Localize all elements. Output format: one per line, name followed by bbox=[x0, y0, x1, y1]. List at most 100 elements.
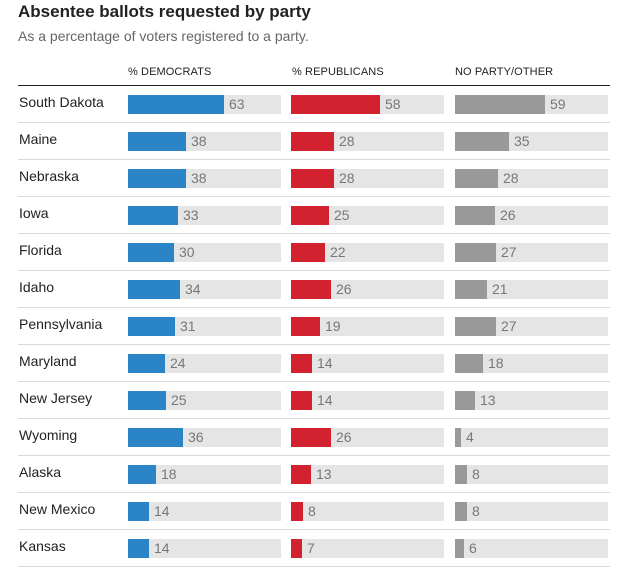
state-label: Alaska bbox=[19, 464, 62, 480]
value-label-rep: 14 bbox=[317, 355, 333, 371]
bar-track-rep: 13 bbox=[291, 465, 444, 484]
bar-track-oth: 18 bbox=[455, 354, 608, 373]
table-row: Wyoming 36 26 4 bbox=[18, 419, 610, 456]
bar-track-oth: 4 bbox=[455, 428, 608, 447]
row-divider bbox=[18, 418, 610, 419]
table-row: New Mexico 14 8 8 bbox=[18, 493, 610, 530]
value-label-oth: 35 bbox=[514, 133, 530, 149]
value-label-dem: 38 bbox=[191, 170, 207, 186]
bar-track-oth: 26 bbox=[455, 206, 608, 225]
bar-rep bbox=[291, 169, 334, 188]
value-label-dem: 63 bbox=[229, 96, 245, 112]
bar-dem bbox=[128, 465, 156, 484]
bar-rep bbox=[291, 428, 331, 447]
state-label: New Jersey bbox=[19, 390, 93, 406]
bar-oth bbox=[455, 354, 483, 373]
bar-track-rep: 25 bbox=[291, 206, 444, 225]
value-label-dem: 18 bbox=[161, 466, 177, 482]
value-label-dem: 25 bbox=[171, 392, 187, 408]
bar-track-rep: 19 bbox=[291, 317, 444, 336]
value-label-oth: 28 bbox=[503, 170, 519, 186]
bar-track-rep: 28 bbox=[291, 132, 444, 151]
bar-track-rep: 8 bbox=[291, 502, 444, 521]
value-label-rep: 14 bbox=[317, 392, 333, 408]
table-row: Iowa 33 25 26 bbox=[18, 197, 610, 234]
bar-track-oth: 8 bbox=[455, 502, 608, 521]
bar-dem bbox=[128, 354, 165, 373]
bar-track-rep: 26 bbox=[291, 428, 444, 447]
bar-dem bbox=[128, 428, 183, 447]
bar-rep bbox=[291, 539, 302, 558]
value-label-dem: 31 bbox=[180, 318, 196, 334]
value-label-oth: 18 bbox=[488, 355, 504, 371]
value-label-dem: 30 bbox=[179, 244, 195, 260]
table-row: Maryland 24 14 18 bbox=[18, 345, 610, 382]
bar-track-rep: 22 bbox=[291, 243, 444, 262]
table-row: Idaho 34 26 21 bbox=[18, 271, 610, 308]
bar-track-dem: 34 bbox=[128, 280, 281, 299]
bar-dem bbox=[128, 539, 149, 558]
value-label-rep: 19 bbox=[325, 318, 341, 334]
bar-track-rep: 28 bbox=[291, 169, 444, 188]
row-divider bbox=[18, 159, 610, 160]
bar-dem bbox=[128, 280, 180, 299]
value-label-dem: 33 bbox=[183, 207, 199, 223]
bar-rep bbox=[291, 502, 303, 521]
value-label-oth: 27 bbox=[501, 244, 517, 260]
chart-title: Absentee ballots requested by party bbox=[18, 2, 311, 21]
bar-oth bbox=[455, 502, 467, 521]
value-label-oth: 26 bbox=[500, 207, 516, 223]
state-label: Maryland bbox=[19, 353, 77, 369]
value-label-rep: 25 bbox=[334, 207, 350, 223]
bar-dem bbox=[128, 391, 166, 410]
table-row: Kansas 14 7 6 bbox=[18, 530, 610, 567]
row-divider bbox=[18, 307, 610, 308]
value-label-rep: 13 bbox=[316, 466, 332, 482]
bar-oth bbox=[455, 539, 464, 558]
table-row: Nebraska 38 28 28 bbox=[18, 160, 610, 197]
bar-oth bbox=[455, 243, 496, 262]
bar-dem bbox=[128, 169, 186, 188]
bar-track-dem: 63 bbox=[128, 95, 281, 114]
bar-oth bbox=[455, 169, 498, 188]
bar-oth bbox=[455, 132, 509, 151]
bar-track-dem: 25 bbox=[128, 391, 281, 410]
bar-rep bbox=[291, 280, 331, 299]
header-rule bbox=[18, 85, 610, 86]
bar-track-oth: 6 bbox=[455, 539, 608, 558]
bar-track-rep: 58 bbox=[291, 95, 444, 114]
state-label: Idaho bbox=[19, 279, 55, 295]
bar-track-rep: 26 bbox=[291, 280, 444, 299]
bar-oth bbox=[455, 280, 487, 299]
bar-dem bbox=[128, 206, 178, 225]
value-label-oth: 27 bbox=[501, 318, 517, 334]
bar-track-oth: 27 bbox=[455, 243, 608, 262]
value-label-oth: 6 bbox=[469, 540, 477, 556]
bar-track-oth: 8 bbox=[455, 465, 608, 484]
table-row: Maine 38 28 35 bbox=[18, 123, 610, 160]
row-divider bbox=[18, 270, 610, 271]
table-row: Alaska 18 13 8 bbox=[18, 456, 610, 493]
bar-dem bbox=[128, 132, 186, 151]
bar-track-dem: 14 bbox=[128, 502, 281, 521]
table-row: Pennsylvania 31 19 27 bbox=[18, 308, 610, 345]
bar-track-rep: 7 bbox=[291, 539, 444, 558]
value-label-rep: 28 bbox=[339, 170, 355, 186]
column-header-republicans: % REPUBLICANS bbox=[292, 66, 384, 78]
value-label-rep: 22 bbox=[330, 244, 346, 260]
column-header-democrats: % DEMOCRATS bbox=[128, 66, 212, 78]
bar-oth bbox=[455, 206, 495, 225]
bar-dem bbox=[128, 243, 174, 262]
value-label-oth: 8 bbox=[472, 466, 480, 482]
value-label-oth: 13 bbox=[480, 392, 496, 408]
value-label-dem: 24 bbox=[170, 355, 186, 371]
value-label-dem: 14 bbox=[154, 503, 170, 519]
bar-oth bbox=[455, 95, 545, 114]
row-divider bbox=[18, 196, 610, 197]
value-label-rep: 26 bbox=[336, 429, 352, 445]
row-divider bbox=[18, 566, 610, 567]
bar-oth bbox=[455, 391, 475, 410]
bar-rep bbox=[291, 317, 320, 336]
table-row: Florida 30 22 27 bbox=[18, 234, 610, 271]
bar-track-dem: 24 bbox=[128, 354, 281, 373]
